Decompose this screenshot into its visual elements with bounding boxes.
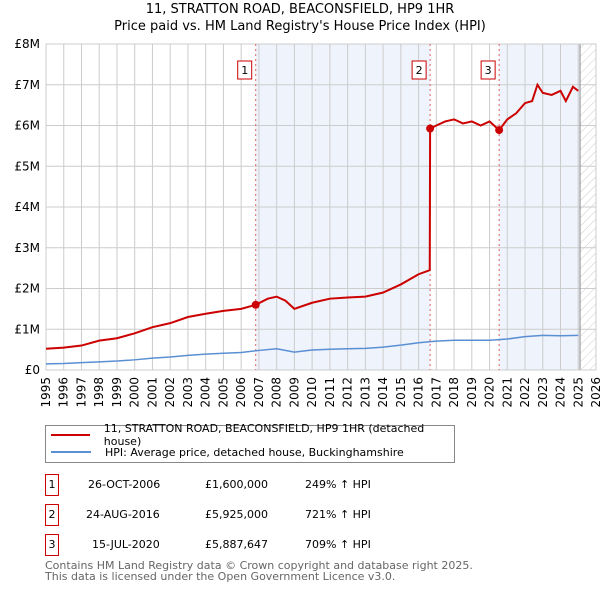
x-tick-label: 2003: [181, 377, 195, 408]
y-tick-label: £4M: [14, 200, 40, 214]
sale-marker-number: 1: [45, 474, 59, 496]
x-tick-label: 2011: [323, 377, 337, 408]
sale-point: [251, 300, 260, 309]
x-tick-label: 2007: [252, 377, 266, 408]
x-tick-label: 2015: [394, 377, 408, 408]
x-tick-label: 1997: [74, 377, 88, 408]
legend: 11, STRATTON ROAD, BEACONSFIELD, HP9 1HR…: [45, 422, 455, 463]
sale-price: £5,925,000: [205, 508, 268, 521]
plot-border: [45, 43, 597, 371]
x-tick-label: 2006: [234, 377, 248, 408]
footer-copyright: Contains HM Land Registry data © Crown c…: [45, 559, 473, 572]
sale-date: 26-OCT-2006: [88, 478, 161, 491]
sale-marker-number: 3: [45, 534, 59, 556]
x-tick-label: 2013: [358, 377, 372, 408]
x-tick-label: 2022: [518, 377, 532, 408]
x-tick-label: 2026: [589, 377, 600, 408]
x-tick-label: 2008: [270, 377, 284, 408]
legend-swatch: [51, 434, 90, 436]
chart-title: 11, STRATTON ROAD, BEACONSFIELD, HP9 1HR: [145, 2, 455, 17]
plot-area: 1995 1996 1997 1998 1999 2000 2001 2002 2003 2004…: [14, 37, 600, 408]
sale-point: [426, 124, 435, 133]
sale-label-box: [411, 60, 427, 80]
x-tick-label: 2000: [128, 377, 142, 408]
y-tick-label: £3M: [14, 241, 40, 255]
x-tick-label: 2004: [199, 377, 213, 408]
footer-licence: This data is licensed under the Open Gov…: [45, 570, 396, 583]
x-tick-label: 2010: [305, 377, 319, 408]
sale-marker-number: 2: [45, 504, 59, 526]
sale-date: 24-AUG-2016: [86, 508, 160, 521]
legend-item-property: 11, STRATTON ROAD, BEACONSFIELD, HP9 1HR…: [46, 422, 454, 448]
y-tick-label: £0: [25, 363, 40, 377]
x-tick-label: 1999: [110, 377, 124, 408]
x-tick-label: 2016: [412, 377, 426, 408]
x-tick-label: 2023: [536, 377, 550, 408]
sale-label-box: [480, 60, 496, 80]
chart-subtitle: Price paid vs. HM Land Registry's House …: [114, 19, 486, 34]
x-tick-label: 2012: [341, 377, 355, 408]
y-tick-label: £5M: [14, 159, 40, 173]
x-tick-label: 2025: [571, 377, 585, 408]
y-tick-label: £8M: [14, 37, 40, 51]
x-tick-label: 2009: [287, 377, 301, 408]
x-tick-label: 1995: [39, 377, 53, 408]
sale-date: 15-JUL-2020: [92, 538, 160, 551]
x-tick-label: 2024: [554, 377, 568, 408]
sale-hpi: 249% ↑ HPI: [305, 478, 371, 491]
legend-label: 11, STRATTON ROAD, BEACONSFIELD, HP9 1HR…: [103, 422, 425, 448]
sale-label-box: [237, 60, 253, 80]
sale-price: £1,600,000: [205, 478, 268, 491]
x-tick-label: 2002: [163, 377, 177, 408]
x-tick-label: 2001: [145, 377, 159, 408]
x-tick-label: 2019: [465, 377, 479, 408]
legend-label: HPI: Average price, detached house, Buck…: [105, 445, 404, 459]
footer: Contains HM Land Registry data © Crown c…: [45, 560, 473, 582]
y-tick-label: £2M: [14, 282, 40, 296]
sale-label: 1: [241, 64, 248, 77]
sale-hpi: 709% ↑ HPI: [305, 538, 371, 551]
sale-hpi: 721% ↑ HPI: [305, 508, 371, 521]
y-tick-label: £7M: [14, 78, 40, 92]
x-tick-label: 2005: [216, 377, 230, 408]
property-price-line: [45, 82, 579, 350]
sale-label: 3: [485, 64, 492, 77]
x-tick-label: 1998: [92, 377, 106, 408]
x-tick-label: 2014: [376, 377, 390, 408]
x-tick-label: 2017: [429, 377, 443, 408]
x-tick-label: 2018: [447, 377, 461, 408]
sale-label: 2: [416, 64, 423, 77]
sale-price: £5,887,647: [205, 538, 268, 551]
sale-point: [495, 126, 504, 135]
y-tick-label: £6M: [14, 119, 40, 133]
x-tick-label: 1996: [57, 377, 71, 408]
y-tick-label: £1M: [14, 322, 40, 336]
legend-item-hpi: HPI: Average price, detached house, Buck…: [46, 443, 404, 461]
x-tick-label: 2020: [483, 377, 497, 408]
legend-swatch: [51, 451, 91, 453]
x-tick-label: 2021: [500, 377, 514, 408]
hpi-line: [45, 334, 579, 365]
